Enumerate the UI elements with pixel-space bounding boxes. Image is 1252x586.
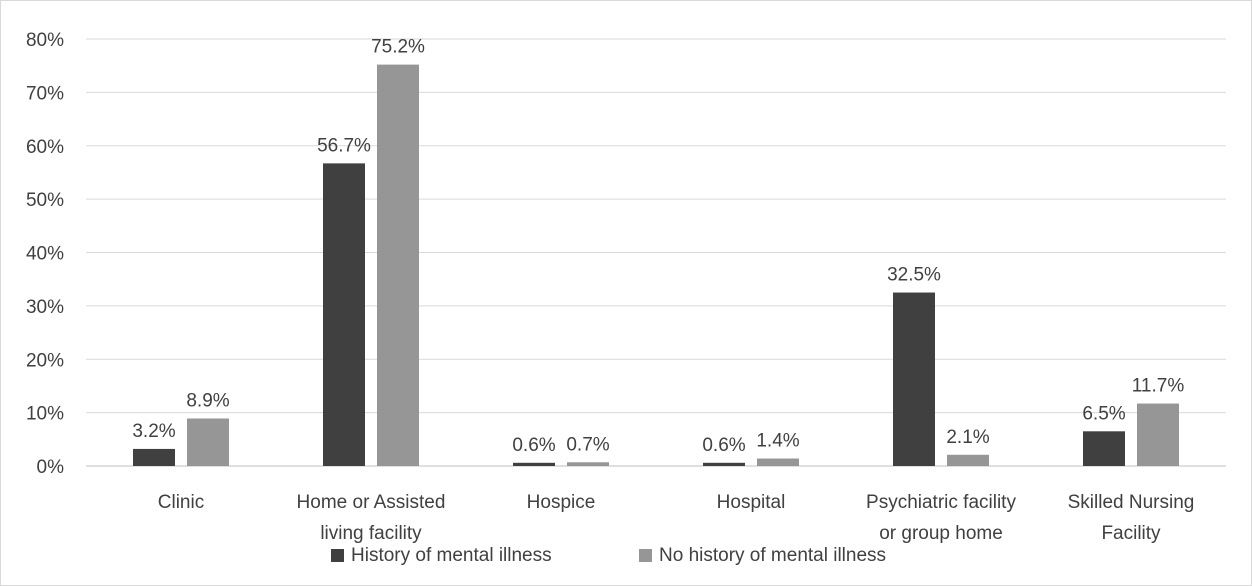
data-label: 2.1% — [946, 427, 989, 448]
data-label: 0.7% — [566, 434, 609, 455]
y-axis: 0% 10% 20% 30% 40% 50% 60% 70% 80% — [26, 30, 64, 478]
y-tick-label: 0% — [37, 457, 65, 478]
category-label: Clinic — [158, 492, 204, 513]
x-axis: Clinic Home or Assisted living facility Hos… — [158, 492, 1195, 544]
data-label: 0.6% — [702, 435, 745, 456]
bar — [947, 454, 989, 466]
bar — [567, 462, 609, 466]
bars — [133, 64, 1179, 466]
data-label: 0.6% — [512, 435, 555, 456]
bar — [133, 448, 175, 466]
data-label: 11.7% — [1132, 376, 1185, 397]
data-label: 75.2% — [371, 37, 425, 58]
bar — [893, 292, 935, 466]
legend: History of mental illness No history of m… — [331, 545, 886, 566]
category-label: Psychiatric facility — [866, 492, 1016, 513]
data-label: 56.7% — [317, 135, 371, 156]
bar — [513, 462, 555, 466]
y-tick-label: 40% — [26, 244, 64, 265]
category-label: Hospice — [527, 492, 596, 513]
bar — [1083, 431, 1125, 466]
bar — [187, 418, 229, 466]
y-tick-label: 50% — [26, 190, 64, 211]
category-label: or group home — [879, 523, 1003, 544]
category-label: Hospital — [717, 492, 786, 513]
bar — [323, 163, 365, 466]
category-label: Home or Assisted — [297, 492, 446, 513]
data-label: 8.9% — [186, 390, 229, 411]
y-tick-label: 80% — [26, 30, 64, 51]
legend-swatch — [331, 549, 344, 562]
category-label: Skilled Nursing — [1068, 492, 1195, 513]
bar — [703, 462, 745, 466]
data-label: 32.5% — [887, 265, 941, 286]
bar — [1137, 403, 1179, 466]
gridlines — [86, 38, 1226, 467]
y-tick-label: 30% — [26, 297, 64, 318]
bar — [377, 64, 419, 466]
legend-label: No history of mental illness — [659, 545, 886, 566]
y-tick-label: 10% — [26, 404, 64, 425]
data-label: 6.5% — [1082, 403, 1125, 424]
y-tick-label: 70% — [26, 83, 64, 104]
data-labels: 3.2% 56.7% 0.6% 0.6% 32.5% 6.5% 8.9% 75.2% 0.7% 1… — [132, 37, 1184, 456]
y-tick-label: 60% — [26, 137, 64, 158]
data-label: 3.2% — [132, 421, 175, 442]
legend-swatch — [639, 549, 652, 562]
category-label: Facility — [1101, 523, 1161, 544]
bar — [757, 458, 799, 466]
y-tick-label: 20% — [26, 350, 64, 371]
legend-label: History of mental illness — [351, 545, 552, 566]
data-label: 1.4% — [756, 431, 799, 452]
category-label: living facility — [320, 523, 422, 544]
